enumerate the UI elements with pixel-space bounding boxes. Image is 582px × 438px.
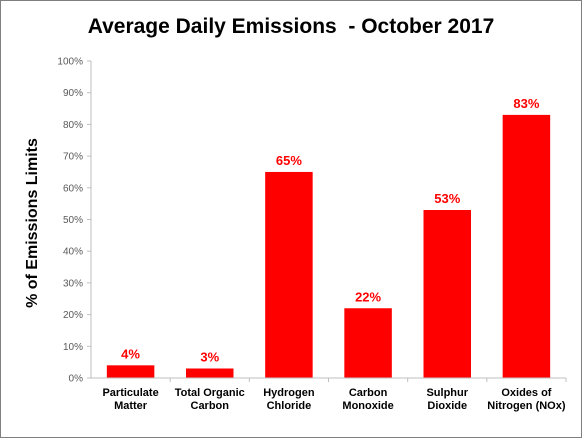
y-tick-label: 70% [63,152,83,163]
x-tick-label: Dioxide [427,400,467,412]
data-label: 53% [434,191,460,206]
x-tick-label: Chloride [267,400,312,412]
bar [265,171,313,378]
data-label: 22% [355,289,381,304]
bar [344,308,392,378]
y-tick-label: 100% [57,57,83,68]
chart-title: Average Daily Emissions - October 2017 [87,15,495,38]
x-tick-label: Sulphur [426,387,468,399]
x-tick-label: Total Organic [175,387,245,399]
y-tick-label: 80% [63,120,83,131]
bar [186,368,234,378]
y-tick-label: 50% [63,215,83,226]
bar [106,365,155,378]
data-label: 4% [121,346,140,361]
y-tick-label: 60% [63,183,83,194]
x-tick-label: Matter [114,400,148,412]
x-tick-label: Particulate [102,387,158,399]
y-tick-label: 30% [63,278,83,289]
x-tick-label: Nitrogen (NOx) [487,400,566,412]
x-tick-label: Carbon [191,400,230,412]
data-label: 83% [513,96,539,111]
x-tick-label: Hydrogen [263,387,315,399]
y-tick-label: 90% [63,88,83,99]
data-label: 65% [276,153,302,168]
x-tick-label: Carbon [349,387,388,399]
y-tick-label: 0% [69,374,84,385]
bar [502,114,551,378]
x-tick-label: Monoxide [342,400,393,412]
y-tick-label: 20% [63,310,83,321]
data-label: 3% [200,349,219,364]
y-tick-label: 40% [63,247,83,258]
bar [423,209,471,378]
x-tick-label: Oxides of [501,387,551,399]
y-tick-label: 10% [63,342,83,353]
